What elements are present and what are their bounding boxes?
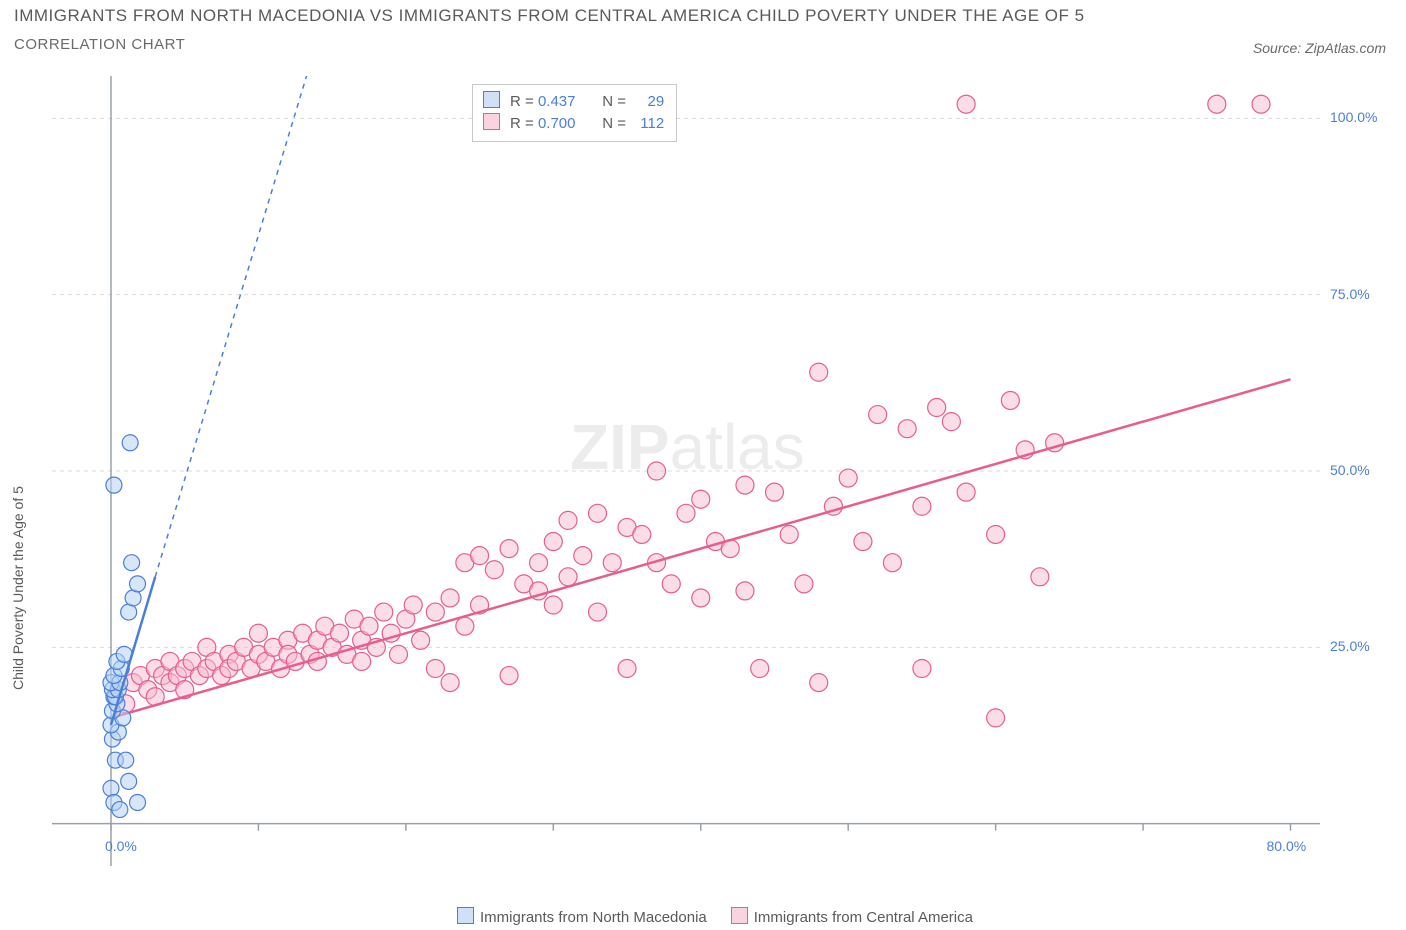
central-america-point bbox=[589, 504, 607, 522]
central-america-point bbox=[928, 399, 946, 417]
chart-title: IMMIGRANTS FROM NORTH MACEDONIA VS IMMIG… bbox=[14, 6, 1085, 26]
x-tick-label: 0.0% bbox=[105, 838, 137, 854]
central-america-point bbox=[375, 603, 393, 621]
central-america-point bbox=[544, 533, 562, 551]
central-america-point bbox=[574, 547, 592, 565]
macedonia-point bbox=[124, 555, 140, 571]
central-america-trendline bbox=[111, 379, 1291, 718]
macedonia-point bbox=[112, 802, 128, 818]
central-america-point bbox=[795, 575, 813, 593]
macedonia-point bbox=[106, 477, 122, 493]
y-tick-label: 25.0% bbox=[1330, 638, 1370, 654]
central-america-point bbox=[648, 462, 666, 480]
central-america-point bbox=[426, 660, 444, 678]
central-america-point bbox=[1031, 568, 1049, 586]
stats-row-central-america: R = 0.700 N = 112 bbox=[483, 113, 664, 135]
y-tick-label: 75.0% bbox=[1330, 286, 1370, 302]
y-tick-label: 50.0% bbox=[1330, 462, 1370, 478]
central-america-point bbox=[360, 617, 378, 635]
central-america-point bbox=[1252, 95, 1270, 113]
central-america-point bbox=[898, 420, 916, 438]
chart-subtitle: CORRELATION CHART bbox=[14, 36, 1085, 53]
source-label: Source: ZipAtlas.com bbox=[1253, 40, 1386, 56]
central-america-point bbox=[544, 596, 562, 614]
legend-label-central-america: Immigrants from Central America bbox=[754, 909, 973, 926]
stats-row-macedonia: R = 0.437 N = 29 bbox=[483, 91, 664, 113]
central-america-point bbox=[456, 617, 474, 635]
macedonia-point bbox=[118, 752, 134, 768]
central-america-point bbox=[441, 674, 459, 692]
central-america-point bbox=[500, 540, 518, 558]
central-america-point bbox=[1208, 95, 1226, 113]
central-america-point bbox=[530, 554, 548, 572]
central-america-point bbox=[810, 674, 828, 692]
y-axis-label: Child Poverty Under the Age of 5 bbox=[10, 486, 26, 690]
central-america-point bbox=[780, 525, 798, 543]
central-america-point bbox=[559, 568, 577, 586]
central-america-point bbox=[839, 469, 857, 487]
central-america-point bbox=[249, 624, 267, 642]
macedonia-point bbox=[122, 435, 138, 451]
central-america-point bbox=[869, 406, 887, 424]
central-america-point bbox=[987, 525, 1005, 543]
central-america-point bbox=[471, 547, 489, 565]
central-america-point bbox=[1001, 391, 1019, 409]
central-america-point bbox=[559, 511, 577, 529]
central-america-point bbox=[883, 554, 901, 572]
macedonia-point bbox=[121, 773, 137, 789]
scatter-plot bbox=[52, 76, 1320, 866]
central-america-point bbox=[913, 497, 931, 515]
central-america-point bbox=[404, 596, 422, 614]
macedonia-point bbox=[103, 780, 119, 796]
central-america-point bbox=[589, 603, 607, 621]
central-america-point bbox=[677, 504, 695, 522]
central-america-point bbox=[485, 561, 503, 579]
central-america-point bbox=[633, 525, 651, 543]
central-america-point bbox=[331, 624, 349, 642]
central-america-point bbox=[353, 652, 371, 670]
x-tick-label: 80.0% bbox=[1267, 838, 1307, 854]
central-america-point bbox=[692, 589, 710, 607]
central-america-point bbox=[942, 413, 960, 431]
series-legend: Immigrants from North Macedonia Immigrant… bbox=[0, 907, 1406, 926]
central-america-point bbox=[603, 554, 621, 572]
central-america-point bbox=[692, 490, 710, 508]
central-america-point bbox=[957, 95, 975, 113]
central-america-point bbox=[389, 645, 407, 663]
central-america-point bbox=[765, 483, 783, 501]
chart-container: Child Poverty Under the Age of 5 25.0% 50… bbox=[0, 70, 1406, 930]
central-america-point bbox=[957, 483, 975, 501]
central-america-point bbox=[441, 589, 459, 607]
central-america-point bbox=[987, 709, 1005, 727]
central-america-point bbox=[810, 363, 828, 381]
legend-swatch-central-america bbox=[731, 907, 748, 924]
central-america-point bbox=[736, 476, 754, 494]
macedonia-point bbox=[130, 576, 146, 592]
central-america-point bbox=[426, 603, 444, 621]
central-america-point bbox=[736, 582, 754, 600]
central-america-point bbox=[618, 660, 636, 678]
central-america-point bbox=[662, 575, 680, 593]
central-america-point bbox=[913, 660, 931, 678]
central-america-point bbox=[854, 533, 872, 551]
legend-label-macedonia: Immigrants from North Macedonia bbox=[480, 909, 707, 926]
correlation-stats-box: R = 0.437 N = 29R = 0.700 N = 112 bbox=[472, 84, 677, 142]
macedonia-point bbox=[130, 795, 146, 811]
legend-swatch-macedonia bbox=[457, 907, 474, 924]
central-america-point bbox=[500, 667, 518, 685]
central-america-point bbox=[751, 660, 769, 678]
central-america-point bbox=[412, 631, 430, 649]
y-tick-label: 100.0% bbox=[1330, 109, 1377, 125]
